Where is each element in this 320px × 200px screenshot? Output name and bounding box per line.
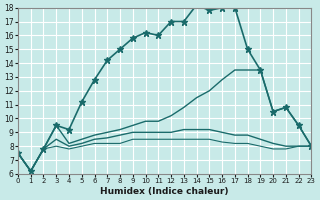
X-axis label: Humidex (Indice chaleur): Humidex (Indice chaleur) bbox=[100, 187, 229, 196]
